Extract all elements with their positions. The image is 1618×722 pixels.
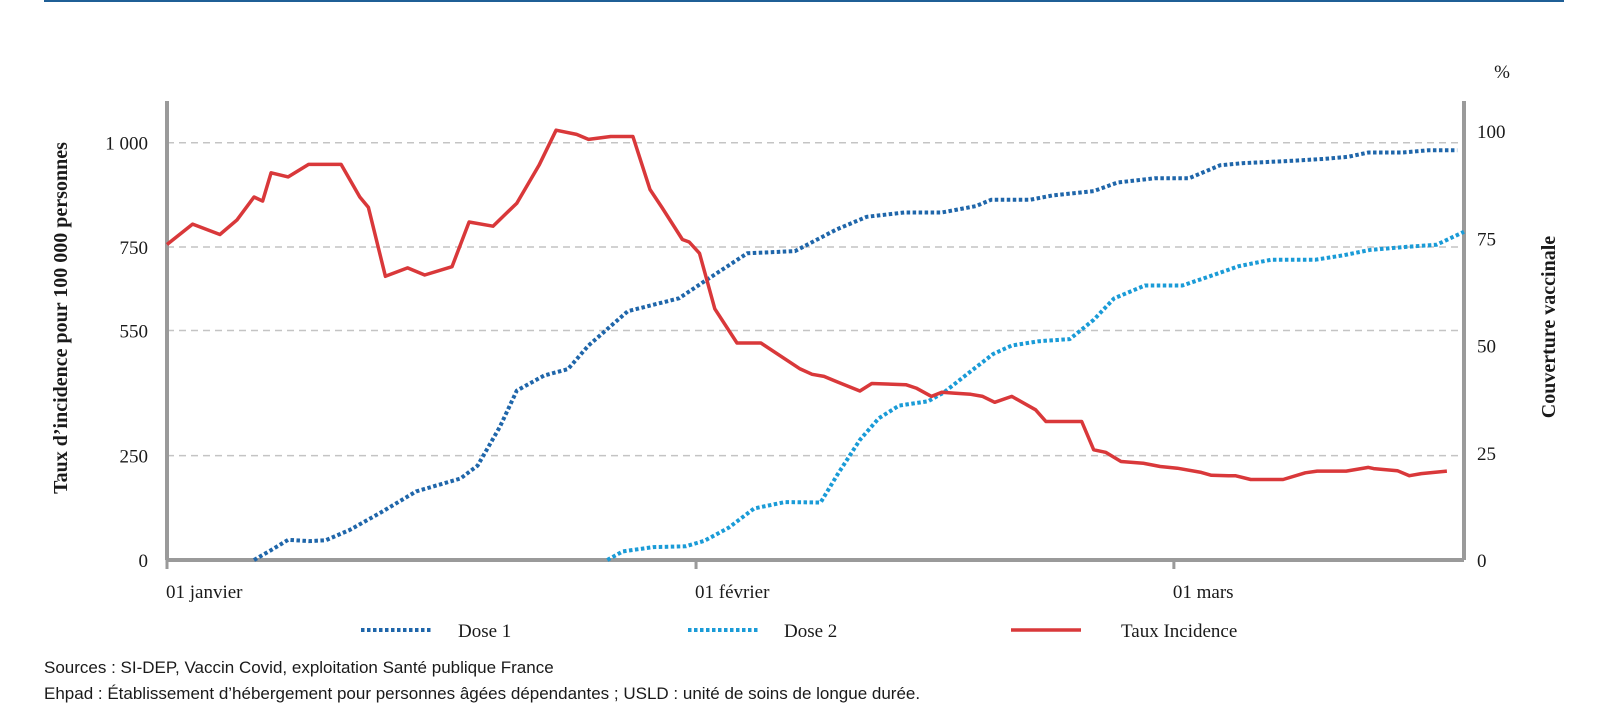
x-tick-label-2: 01 mars (1173, 582, 1234, 603)
series (165, 128, 1465, 562)
legend: Taux Incidence Dose 1 Dose 2 (361, 621, 1237, 642)
y-tick-left-0: 0 (139, 551, 149, 572)
x-tick-labels: 01 janvier 01 février 01 mars (165, 560, 1234, 603)
series-dose-2 (606, 229, 1465, 562)
y-axis-left-title: Taux d’incidence pour 100 000 personnes (50, 142, 72, 494)
axes (165, 101, 1466, 562)
abbreviations-note: Ehpad : Établissement d’hébergement pour… (44, 684, 921, 703)
series-taux-incidence (165, 128, 1448, 482)
y-axis-right-unit: % (1494, 62, 1510, 83)
y-tick-right-3: 75 (1477, 229, 1496, 250)
x-tick-label-1: 01 février (695, 582, 770, 603)
series-dose-1 (252, 148, 1458, 562)
y-tick-right-2: 50 (1477, 337, 1496, 358)
legend-label-taux-incidence: Taux Incidence (1121, 621, 1237, 642)
sources-note: Sources : SI-DEP, Vaccin Covid, exploita… (44, 658, 554, 677)
left-tick-labels: 0 250 550 750 1 000 (105, 134, 148, 572)
y-tick-right-1: 25 (1477, 444, 1496, 465)
y-tick-left-3: 750 (120, 238, 149, 259)
y-tick-left-2: 550 (120, 322, 149, 343)
x-tick-label-0: 01 janvier (166, 582, 243, 603)
legend-label-dose-2: Dose 2 (784, 621, 837, 642)
y-axis-right-title: Couverture vaccinale (1538, 236, 1560, 418)
legend-label-dose-1: Dose 1 (458, 621, 511, 642)
y-tick-left-1: 250 (120, 447, 149, 468)
grid (167, 141, 1464, 457)
y-tick-right-4: 100 (1477, 122, 1506, 143)
y-tick-left-4: 1 000 (105, 134, 148, 155)
top-rule (44, 0, 1564, 2)
y-tick-right-0: 0 (1477, 551, 1487, 572)
right-tick-labels: 0 25 50 75 100 (1477, 122, 1506, 572)
